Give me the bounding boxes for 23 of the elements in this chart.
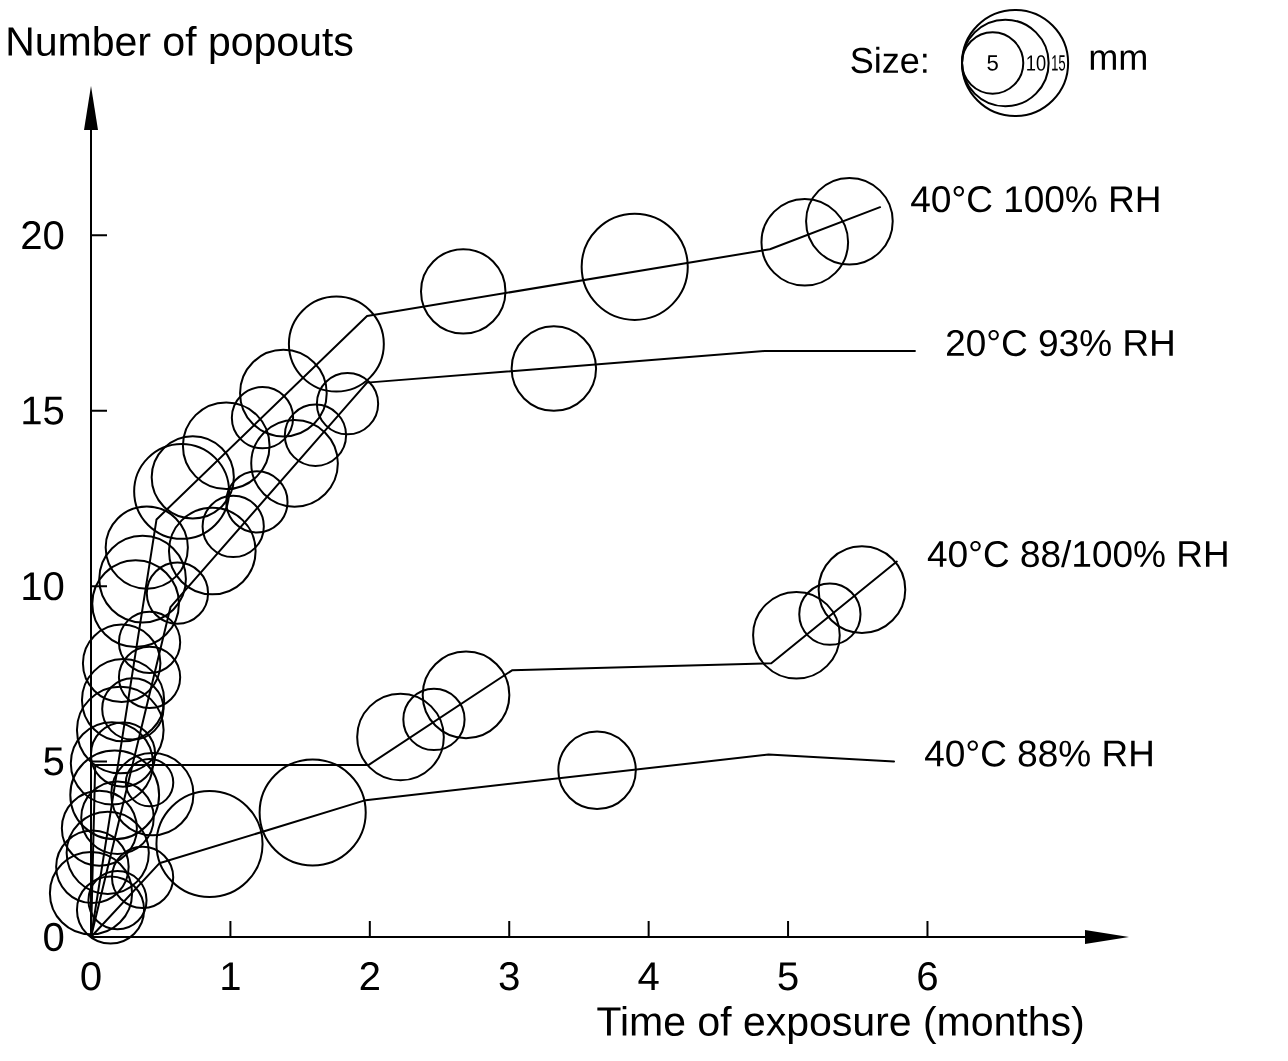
series-label: 40°C 88% RH bbox=[925, 740, 1152, 767]
legend-label: 40°C 100% RH bbox=[911, 186, 1159, 213]
legend-title: Size: bbox=[851, 46, 927, 74]
y-tick-label: 15 bbox=[23, 396, 64, 425]
legend-label: 5 bbox=[987, 55, 998, 71]
y-tick-label: 5 bbox=[44, 747, 64, 776]
x-tick-label: 0 bbox=[81, 962, 101, 991]
y-tick-label: 10 bbox=[23, 571, 64, 601]
legend-label: 10 bbox=[1027, 55, 1046, 71]
text: mm bbox=[1090, 50, 1146, 70]
x-tick-label: 2 bbox=[360, 962, 379, 990]
x-tick-label: 4 bbox=[638, 962, 659, 990]
series-label: 20°C 93% RH bbox=[946, 329, 1173, 357]
legend-label: 15 bbox=[1052, 55, 1066, 71]
x-tick-label: 5 bbox=[778, 962, 798, 991]
x-tick-label: 6 bbox=[918, 962, 937, 991]
y-tick-label: 0 bbox=[44, 922, 64, 952]
y-axis-title: Number of popouts bbox=[8, 25, 353, 65]
x-tick-label: 3 bbox=[499, 962, 519, 991]
x-axis-title: Time of exposure (months) bbox=[597, 1005, 1083, 1045]
y-tick-label: 20 bbox=[22, 221, 64, 250]
series-label: 40°C 88/100% RH bbox=[927, 539, 1227, 568]
x-tick-label: 1 bbox=[222, 962, 240, 990]
